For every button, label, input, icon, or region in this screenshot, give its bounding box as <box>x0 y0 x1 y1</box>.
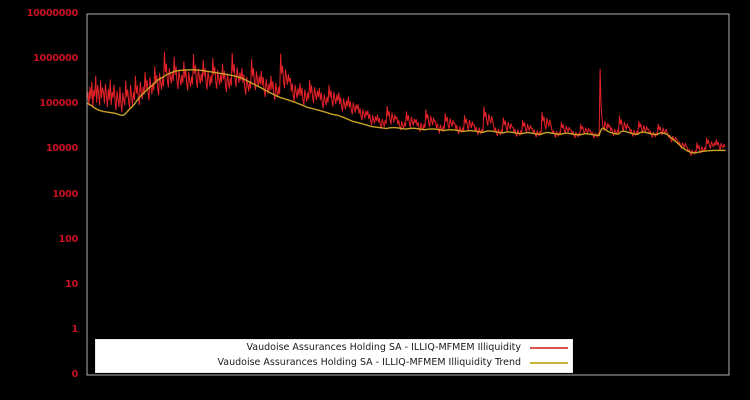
y-axis-tick-label: 10000 <box>45 143 78 155</box>
plot-area-background <box>87 14 729 375</box>
legend-entry-label: Vaudoise Assurances Holding SA - ILLIQ-M… <box>246 342 521 353</box>
axes-frame <box>86 13 730 376</box>
legend-color-swatch <box>530 346 568 349</box>
legend-entry[interactable]: Vaudoise Assurances Holding SA - ILLIQ-M… <box>96 355 572 370</box>
y-axis-tick-label: 1 <box>71 323 79 335</box>
series-line-illiquidity <box>86 51 726 157</box>
series-line-illiquidity-trend <box>86 69 726 154</box>
y-axis-tick-label: 10000000 <box>26 8 78 19</box>
y-axis-tick-label: 100 <box>58 233 78 245</box>
y-axis-tick-label: 0 <box>71 369 79 380</box>
chart-legend[interactable]: Vaudoise Assurances Holding SA - ILLIQ-M… <box>95 339 573 373</box>
y-axis-tick-label: 10 <box>65 278 78 290</box>
y-axis-tick-label: 1000 <box>52 188 78 200</box>
y-axis-tick-label: 1000000 <box>33 53 78 65</box>
y-axis-tick-label: 100000 <box>39 98 79 110</box>
legend-entry[interactable]: Vaudoise Assurances Holding SA - ILLIQ-M… <box>96 340 572 355</box>
legend-color-swatch <box>530 361 568 364</box>
legend-entry-label: Vaudoise Assurances Holding SA - ILLIQ-M… <box>217 357 522 368</box>
series-layer <box>86 51 726 157</box>
